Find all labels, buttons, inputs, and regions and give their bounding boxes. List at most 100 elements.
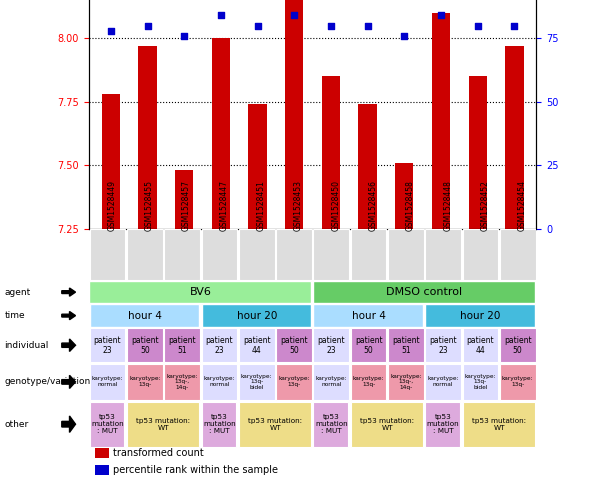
Point <box>253 22 262 29</box>
Text: karyotype:
13q-
bidel: karyotype: 13q- bidel <box>465 373 497 390</box>
Text: GSM1528449: GSM1528449 <box>107 180 116 231</box>
Bar <box>468 76 487 228</box>
Bar <box>463 364 498 400</box>
FancyArrow shape <box>62 339 75 352</box>
Text: patient
50: patient 50 <box>355 336 383 355</box>
Bar <box>202 364 237 400</box>
Text: hour 4: hour 4 <box>352 311 386 321</box>
Bar <box>425 364 461 400</box>
FancyArrow shape <box>62 288 75 296</box>
Point <box>289 12 299 19</box>
Text: karyotype:
normal: karyotype: normal <box>92 376 123 387</box>
Text: tp53
mutation
: MUT: tp53 mutation : MUT <box>91 414 124 434</box>
Text: DMSO control: DMSO control <box>386 287 463 297</box>
Bar <box>127 328 162 362</box>
Text: tp53 mutation:
WT: tp53 mutation: WT <box>360 418 414 431</box>
Bar <box>500 328 536 362</box>
Text: tp53
mutation
: MUT: tp53 mutation : MUT <box>315 414 348 434</box>
Point <box>180 32 189 40</box>
Bar <box>388 328 424 362</box>
Bar <box>164 364 200 400</box>
Bar <box>351 328 386 362</box>
Bar <box>313 364 349 400</box>
Text: genotype/variation: genotype/variation <box>4 377 91 386</box>
Text: GSM1528447: GSM1528447 <box>219 180 229 231</box>
Point <box>143 22 153 29</box>
Text: hour 4: hour 4 <box>128 311 162 321</box>
Bar <box>351 229 386 280</box>
Text: karyotype:
13q-: karyotype: 13q- <box>502 376 533 387</box>
Bar <box>139 46 157 228</box>
Bar <box>202 402 236 447</box>
Bar <box>202 328 237 362</box>
Text: transformed count: transformed count <box>113 448 204 458</box>
Bar <box>276 328 312 362</box>
Bar <box>432 13 450 228</box>
Text: patient
51: patient 51 <box>169 336 196 355</box>
Bar <box>89 304 199 327</box>
Bar <box>276 364 312 400</box>
Text: tp53
mutation
: MUT: tp53 mutation : MUT <box>203 414 236 434</box>
Text: GSM1528448: GSM1528448 <box>443 180 452 231</box>
Point <box>363 22 373 29</box>
Bar <box>425 402 460 447</box>
Text: patient
23: patient 23 <box>205 336 233 355</box>
Bar <box>505 46 524 228</box>
Bar <box>102 94 120 228</box>
Text: karyotype:
13q-: karyotype: 13q- <box>278 376 310 387</box>
Text: karyotype:
13q-: karyotype: 13q- <box>129 376 161 387</box>
Text: other: other <box>4 420 29 429</box>
Text: patient
51: patient 51 <box>392 336 420 355</box>
Text: GSM1528455: GSM1528455 <box>145 180 154 231</box>
Text: GSM1528457: GSM1528457 <box>182 180 191 231</box>
Text: percentile rank within the sample: percentile rank within the sample <box>113 465 278 475</box>
Bar <box>89 364 126 400</box>
Bar <box>164 229 200 280</box>
Bar <box>500 229 536 280</box>
Bar <box>313 229 349 280</box>
Text: GSM1528450: GSM1528450 <box>331 180 340 231</box>
Bar <box>313 402 348 447</box>
Text: GSM1528458: GSM1528458 <box>406 180 415 231</box>
Point <box>509 22 519 29</box>
Text: patient
23: patient 23 <box>94 336 121 355</box>
Bar <box>89 281 311 303</box>
FancyArrow shape <box>62 375 75 388</box>
Text: karyotype:
normal: karyotype: normal <box>204 376 235 387</box>
Bar <box>313 304 422 327</box>
Bar <box>425 328 461 362</box>
Bar <box>239 328 275 362</box>
Text: GSM1528456: GSM1528456 <box>368 180 378 231</box>
Text: patient
44: patient 44 <box>243 336 270 355</box>
Bar <box>463 229 498 280</box>
Text: patient
50: patient 50 <box>280 336 308 355</box>
Bar <box>425 304 535 327</box>
Bar <box>89 229 126 280</box>
Bar <box>95 448 109 457</box>
Text: GSM1528453: GSM1528453 <box>294 180 303 231</box>
Bar <box>395 163 414 228</box>
Bar <box>89 402 124 447</box>
Bar <box>211 38 230 228</box>
Bar <box>322 76 340 228</box>
Bar <box>463 328 498 362</box>
FancyArrow shape <box>62 416 75 432</box>
Text: karyotype:
normal: karyotype: normal <box>427 376 459 387</box>
Bar <box>239 364 275 400</box>
Bar <box>248 104 267 228</box>
Point <box>216 12 226 19</box>
Bar <box>313 281 535 303</box>
Bar <box>425 229 461 280</box>
Bar <box>351 364 386 400</box>
Text: tp53 mutation:
WT: tp53 mutation: WT <box>472 418 526 431</box>
Bar <box>89 328 126 362</box>
Bar <box>388 229 424 280</box>
Text: patient
23: patient 23 <box>318 336 345 355</box>
Text: GSM1528452: GSM1528452 <box>481 180 489 231</box>
Text: patient
23: patient 23 <box>429 336 457 355</box>
Text: karyotype:
13q-,
14q-: karyotype: 13q-, 14q- <box>166 373 198 390</box>
Text: hour 20: hour 20 <box>460 311 501 321</box>
Bar <box>359 104 377 228</box>
Text: karyotype:
normal: karyotype: normal <box>316 376 347 387</box>
Text: time: time <box>4 311 25 320</box>
